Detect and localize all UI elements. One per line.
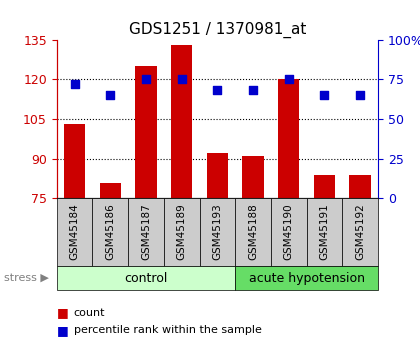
Text: GSM45189: GSM45189 [177,204,186,260]
Point [178,77,185,82]
Text: GSM45193: GSM45193 [213,204,222,260]
Text: acute hypotension: acute hypotension [249,272,365,285]
Bar [135,66,157,198]
Text: GSM45184: GSM45184 [70,204,79,260]
Point [286,77,292,82]
Text: stress ▶: stress ▶ [4,273,49,283]
Bar [349,175,371,198]
Text: GSM45187: GSM45187 [141,204,151,260]
Point [321,92,328,98]
Bar [242,156,264,198]
Point [71,81,78,87]
Bar [278,79,299,198]
Text: ■: ■ [57,306,68,319]
Point [357,92,364,98]
Text: GSM45190: GSM45190 [284,204,294,260]
Text: GSM45188: GSM45188 [248,204,258,260]
Point [214,88,221,93]
Point [143,77,150,82]
Text: GSM45191: GSM45191 [320,204,329,260]
Text: percentile rank within the sample: percentile rank within the sample [74,325,261,335]
Point [249,88,256,93]
Text: ■: ■ [57,324,68,337]
Point [107,92,114,98]
Bar [207,154,228,198]
Text: count: count [74,308,105,318]
Text: GSM45186: GSM45186 [105,204,115,260]
Bar [171,45,192,198]
Text: GSM45192: GSM45192 [355,204,365,260]
Text: control: control [124,272,168,285]
Bar [100,183,121,198]
Bar [314,175,335,198]
Title: GDS1251 / 1370981_at: GDS1251 / 1370981_at [129,22,306,38]
Bar [64,124,85,198]
